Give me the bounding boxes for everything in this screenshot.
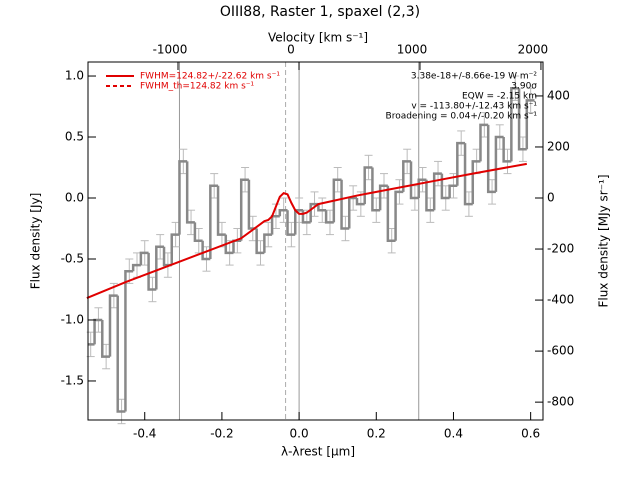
spectrum-step <box>340 179 350 230</box>
spectrum-step <box>224 234 234 255</box>
spectrum-step <box>286 210 296 236</box>
spectrum-step <box>517 88 527 151</box>
spectrum-step <box>479 123 489 162</box>
y2-tick-label: 200 <box>547 139 570 153</box>
spectrum-step <box>216 185 226 236</box>
spectrum-step <box>425 179 435 212</box>
annotation: 3.90σ <box>511 82 537 92</box>
legend-label: FWHM_th=124.82 km s⁻¹ <box>140 82 255 92</box>
spectrum-step <box>332 178 342 223</box>
spectrum-step <box>124 269 134 412</box>
annotation: v = -113.80+/-12.43 km s⁻¹ <box>411 102 537 112</box>
spectrum-step <box>371 167 381 212</box>
y2-tick-label: 0 <box>547 191 555 205</box>
spectrum-step <box>456 141 466 186</box>
fit-line <box>86 162 527 299</box>
spectrum-step <box>255 228 265 255</box>
y2-tick-label: 400 <box>547 88 570 102</box>
spectrum-step <box>209 184 219 259</box>
spectrum-step <box>116 295 126 413</box>
spectrum-step <box>139 251 149 266</box>
spectrum-step <box>440 173 450 200</box>
x2-axis-label: Velocity [km s⁻¹] <box>268 31 368 45</box>
spectrum-step <box>386 185 396 242</box>
spectrum-step <box>108 294 118 357</box>
spectrum-step <box>193 222 203 242</box>
spectrum-step <box>510 86 520 162</box>
spectrum-step <box>324 210 334 224</box>
spectrum-step <box>502 137 512 163</box>
spectrum-step <box>239 178 249 241</box>
y-tick-label: -1.0 <box>61 312 84 326</box>
y2-tick-label: -800 <box>547 395 574 409</box>
spectrum-step <box>494 135 504 192</box>
spectrum-step <box>317 204 327 212</box>
y2-tick-label: -600 <box>547 344 574 358</box>
spectrum-step <box>409 161 419 200</box>
spectrum-step <box>278 208 288 217</box>
spectrum-step <box>355 198 365 206</box>
spectrum-step <box>448 184 458 199</box>
x-axis-label: λ-λrest [μm] <box>281 445 355 459</box>
spectrum-step <box>147 252 157 291</box>
spectrum-step <box>201 240 211 261</box>
x-tick-label: -0.2 <box>210 427 233 441</box>
annotation: Broadening = 0.04+/-0.20 km s⁻¹ <box>386 112 538 122</box>
annotation: 3.38e-18+/-8.66e-19 W m⁻² <box>411 72 538 82</box>
x2-tick-label: -1000 <box>153 43 188 57</box>
annotation: EQW = -2.15 km <box>462 92 537 102</box>
y2-axis-label: Flux density [MJy sr⁻¹] <box>597 174 611 307</box>
x-tick-label: 0.2 <box>367 427 386 441</box>
spectrum-step <box>263 233 273 253</box>
spectrum-step <box>131 263 141 272</box>
x2-tick-label: 1000 <box>397 43 428 57</box>
spectrum-step <box>471 160 481 205</box>
x2-tick-label: 0 <box>287 43 295 57</box>
y-tick-label: 1.0 <box>65 69 84 83</box>
y2-tick-label: -200 <box>547 242 574 256</box>
spectrum-step <box>525 99 535 150</box>
spectrum-step <box>402 160 412 192</box>
y2-tick-label: -400 <box>547 293 574 307</box>
spectrum-step <box>432 172 442 211</box>
y-tick-label: -0.5 <box>61 251 84 265</box>
chart-title: OIII88, Raster 1, spaxel (2,3) <box>220 4 420 20</box>
spectrum-step <box>394 190 404 241</box>
spectrum-step <box>463 143 473 206</box>
x2-tick-label: 2000 <box>518 43 549 57</box>
y-tick-label: 0.0 <box>65 191 84 205</box>
y-tick-label: -1.5 <box>61 373 84 387</box>
y-tick-label: 0.5 <box>65 130 84 144</box>
spectrum-step <box>417 178 427 199</box>
spectrum-step <box>170 233 180 266</box>
y-axis-label: Flux density [Jy] <box>29 193 43 290</box>
x-tick-label: 0.6 <box>521 427 540 441</box>
x-tick-label: 0.0 <box>290 427 309 441</box>
legend-label: FWHM=124.82+/-22.62 km s⁻¹ <box>140 72 280 82</box>
spectrum-step <box>185 161 195 224</box>
spectrum-step <box>155 245 165 290</box>
spectrum-step <box>378 184 388 211</box>
spectrum-step <box>309 202 319 223</box>
spectrum-step <box>178 160 188 235</box>
plot-frame <box>87 61 544 421</box>
spectrum-step <box>363 166 373 205</box>
spectrum-step <box>486 124 496 194</box>
x-tick-label: 0.4 <box>444 427 463 441</box>
x-tick-label: -0.4 <box>133 427 156 441</box>
spectrum-step <box>101 319 110 358</box>
